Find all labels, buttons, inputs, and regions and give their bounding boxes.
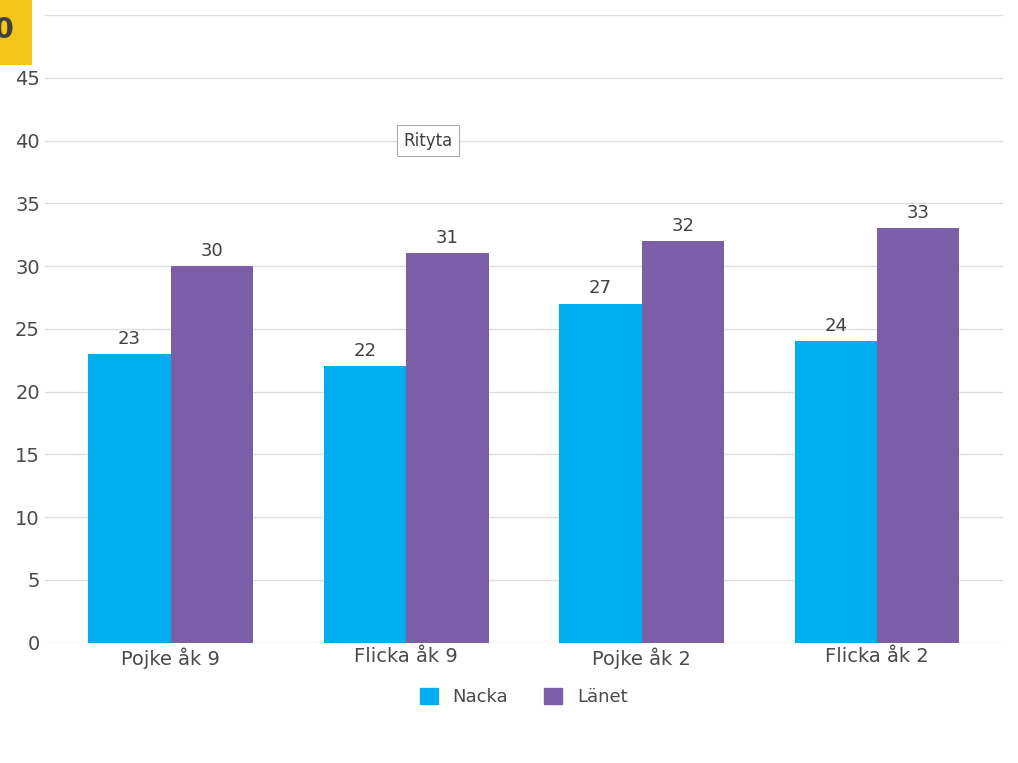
Text: 27: 27 xyxy=(588,279,612,298)
Text: 50: 50 xyxy=(0,16,14,44)
Text: 31: 31 xyxy=(436,229,459,247)
Text: 32: 32 xyxy=(671,217,694,235)
Bar xyxy=(878,228,959,642)
Text: 24: 24 xyxy=(825,317,847,335)
Bar xyxy=(171,266,253,642)
Bar xyxy=(559,304,641,642)
Text: 22: 22 xyxy=(353,342,377,360)
Bar xyxy=(324,366,406,642)
Text: 23: 23 xyxy=(118,330,142,348)
Legend: Nacka, Länet: Nacka, Länet xyxy=(411,679,636,715)
Bar xyxy=(795,341,878,642)
Bar xyxy=(406,253,489,642)
Text: 30: 30 xyxy=(201,242,223,259)
Bar xyxy=(641,241,724,642)
Text: 33: 33 xyxy=(907,204,929,222)
Text: Rityta: Rityta xyxy=(403,131,453,150)
Bar xyxy=(89,354,171,642)
